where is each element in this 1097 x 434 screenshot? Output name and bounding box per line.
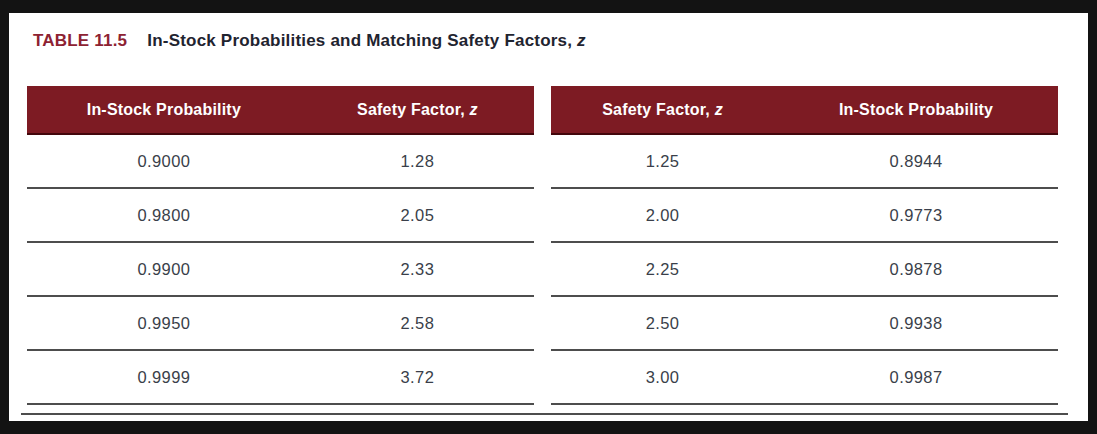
- column-header-safety-factor: Safety Factor, z: [301, 86, 534, 134]
- table-cell: 2.05: [301, 188, 534, 242]
- table-row: 0.9950 2.58: [27, 296, 534, 350]
- table-row: 0.9999 3.72: [27, 350, 534, 404]
- table-cell: 0.9999: [27, 350, 301, 404]
- table-cell: 2.00: [551, 188, 774, 242]
- table-cell: 0.9773: [774, 188, 1058, 242]
- table-cell: 2.33: [301, 242, 534, 296]
- header-row: In-Stock Probability Safety Factor, z: [27, 86, 534, 134]
- table-cell: 2.25: [551, 242, 774, 296]
- table-cell: 0.9878: [774, 242, 1058, 296]
- table-title-text: In-Stock Probabilities and Matching Safe…: [147, 31, 572, 50]
- table-cell: 0.9000: [27, 134, 301, 188]
- table-cell: 0.9900: [27, 242, 301, 296]
- table-cell: 2.58: [301, 296, 534, 350]
- table-cell: 3.00: [551, 350, 774, 404]
- table-title: In-Stock Probabilities and Matching Safe…: [147, 31, 586, 50]
- table-number: TABLE 11.5: [33, 31, 127, 50]
- column-header-safety-factor: Safety Factor, z: [551, 86, 774, 134]
- table-title-italic-z: z: [577, 31, 586, 50]
- table-cell: 1.28: [301, 134, 534, 188]
- table-row: 0.9000 1.28: [27, 134, 534, 188]
- header-row: Safety Factor, z In-Stock Probability: [551, 86, 1058, 134]
- tables-container: In-Stock Probability Safety Factor, z 0.…: [9, 86, 1088, 405]
- column-header-in-stock-probability: In-Stock Probability: [27, 86, 301, 134]
- table-cell: 2.50: [551, 296, 774, 350]
- table-cell: 0.9950: [27, 296, 301, 350]
- table-row: 0.9800 2.05: [27, 188, 534, 242]
- table-cell: 0.9938: [774, 296, 1058, 350]
- table-row: 0.9900 2.33: [27, 242, 534, 296]
- table-row: 3.00 0.9987: [551, 350, 1058, 404]
- table-cell: 3.72: [301, 350, 534, 404]
- table-row: 1.25 0.8944: [551, 134, 1058, 188]
- column-header-in-stock-probability: In-Stock Probability: [774, 86, 1058, 134]
- table-cell: 0.9987: [774, 350, 1058, 404]
- table-caption: TABLE 11.5 In-Stock Probabilities and Mat…: [9, 13, 1088, 51]
- table-row: 2.00 0.9773: [551, 188, 1058, 242]
- table-panel: TABLE 11.5 In-Stock Probabilities and Mat…: [9, 13, 1088, 421]
- z-to-in-stock-table: Safety Factor, z In-Stock Probability 1.…: [551, 86, 1058, 405]
- in-stock-to-z-table: In-Stock Probability Safety Factor, z 0.…: [27, 86, 534, 405]
- table-row: 2.25 0.9878: [551, 242, 1058, 296]
- table-cell: 0.8944: [774, 134, 1058, 188]
- table-cell: 1.25: [551, 134, 774, 188]
- table-cell: 0.9800: [27, 188, 301, 242]
- table-row: 2.50 0.9938: [551, 296, 1058, 350]
- table-bottom-rule: [21, 413, 1068, 415]
